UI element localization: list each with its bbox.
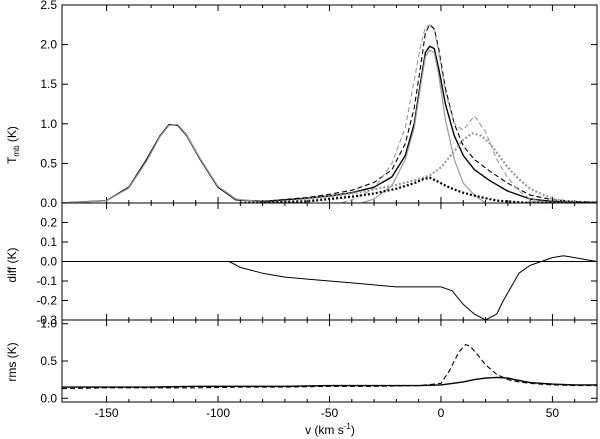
bottom-series-rms-solid: [62, 376, 597, 388]
middle-ytick-label: 0.2: [40, 216, 57, 230]
x-axis-label: v (km s-1): [305, 422, 355, 437]
bottom-frame: [61, 319, 598, 403]
middle-ytick-label: -0.2: [36, 294, 57, 308]
top-series-grey-dashed: [262, 24, 597, 203]
x-tick-label: 0: [438, 406, 445, 420]
top-ytick-label: 1.5: [40, 77, 57, 91]
middle-ytick-label: 0.1: [40, 235, 57, 249]
top-frame: [61, 4, 598, 204]
top-ylabel: Tmb (K): [5, 126, 21, 164]
top-ytick-label: 0.0: [40, 196, 57, 210]
x-tick-label: -100: [206, 406, 230, 420]
bottom-ytick-label: 0.0: [40, 391, 57, 405]
middle-series-difference: [62, 255, 597, 320]
top-ytick-label: 1.0: [40, 117, 57, 131]
top-ytick-label: 2.5: [40, 0, 57, 12]
top-series-grey-solid: [62, 49, 597, 203]
middle-ylabel: diff (K): [5, 247, 19, 282]
panel-top: 0.0 0.5 1.0 1.5 2.0 2.5: [40, 0, 598, 210]
bottom-series-rms-dashed: [62, 344, 597, 390]
bottom-ytick-label: 1.0: [40, 317, 57, 331]
top-ytick-label: 2.0: [40, 38, 57, 52]
middle-ytick-label: -0.1: [36, 274, 57, 288]
x-tick-label: -150: [95, 406, 119, 420]
top-series-grey-dotted: [240, 132, 597, 203]
bottom-ytick-label: 0.5: [40, 354, 57, 368]
middle-ytick-label: 0.0: [40, 255, 57, 269]
middle-ytick-label: -0.3: [36, 313, 57, 327]
top-ytick-label: 0.5: [40, 156, 57, 170]
bottom-ylabel: rms (K): [5, 342, 19, 381]
top-series-black-solid: [62, 45, 597, 203]
panel-bottom: 0.0 0.5 1.0 -150 -100 -50 0 50: [40, 317, 598, 420]
x-tick-label: 50: [546, 406, 560, 420]
panel-middle: -0.3 -0.2 -0.1 0.0 0.1 0.2: [36, 202, 598, 327]
chart-panels: 0.0 0.5 1.0 1.5 2.0 2.5 -0.3 -0.2 -0.1 0.0 0.1 0.2 0…: [36, 0, 598, 420]
x-tick-label: -50: [321, 406, 339, 420]
